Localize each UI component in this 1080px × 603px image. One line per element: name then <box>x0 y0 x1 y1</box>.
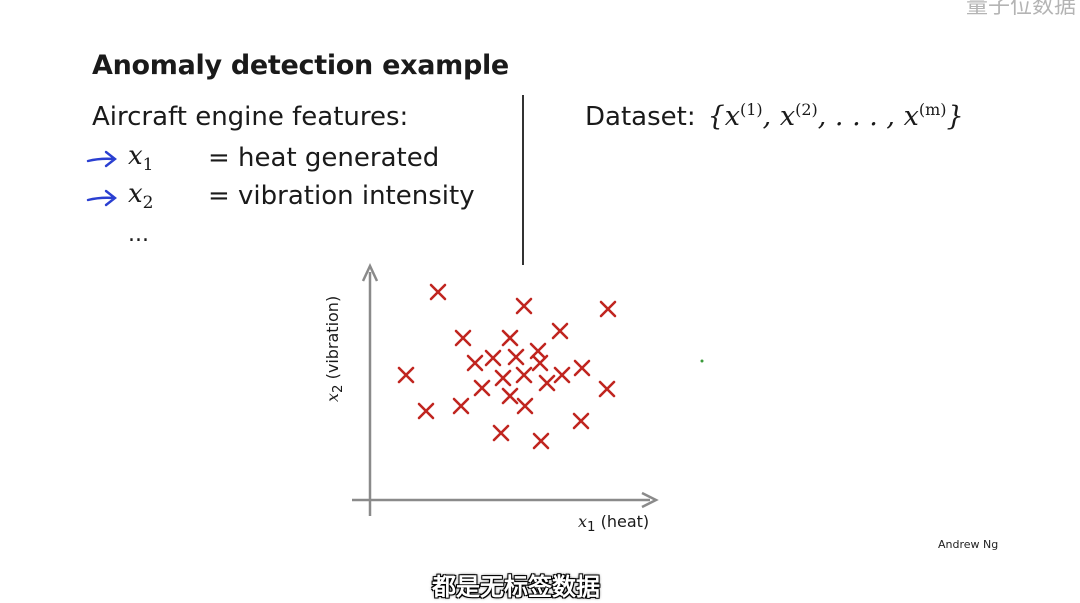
more-features-ellipsis: ... <box>128 222 149 247</box>
watermark-logo: 量子位数据 <box>965 0 1076 19</box>
slide-title: Anomaly detection example <box>92 50 509 81</box>
data-point-x-marker <box>531 354 549 372</box>
data-point-x-marker <box>516 397 534 415</box>
y-axis-label: x2 (vibration) <box>323 295 347 402</box>
annotation-arrow-icon <box>86 189 117 207</box>
author-credit: Andrew Ng <box>938 538 999 551</box>
feature-row-heat: x1 = heat generated <box>84 141 439 175</box>
data-point-x-marker <box>429 283 447 301</box>
data-point-x-marker <box>473 379 491 397</box>
data-point-x-marker <box>484 349 502 367</box>
data-point-x-marker <box>532 432 550 450</box>
data-point-x-marker <box>572 412 590 430</box>
stray-dot <box>700 359 704 363</box>
data-point-x-marker <box>417 402 435 420</box>
data-point-x-marker <box>466 354 484 372</box>
feature-row-vibration: x2 = vibration intensity <box>84 179 475 213</box>
video-subtitle: 都是无标签数据 <box>432 573 600 601</box>
data-point-x-marker <box>454 329 472 347</box>
data-point-x-marker <box>507 348 525 366</box>
dataset-formula: {x(1), x(2), . . . , x(m)} <box>707 100 964 132</box>
data-point-x-marker <box>515 366 533 384</box>
data-point-x-marker <box>501 329 519 347</box>
data-point-x-marker <box>492 424 510 442</box>
data-point-x-marker <box>553 366 571 384</box>
data-point-x-marker <box>598 380 616 398</box>
data-point-x-marker <box>599 300 617 318</box>
y-axis <box>361 263 379 516</box>
dataset-definition: Dataset: {x(1), x(2), . . . , x(m)} <box>585 100 964 132</box>
data-point-x-marker <box>551 322 569 340</box>
feature-description: = vibration intensity <box>208 181 475 211</box>
feature-variable: x1 <box>128 140 154 176</box>
feature-variable: x2 <box>128 178 154 214</box>
data-point-x-marker <box>397 366 415 384</box>
data-point-x-marker <box>452 397 470 415</box>
data-point-x-marker <box>573 359 591 377</box>
features-heading: Aircraft engine features: <box>92 102 409 132</box>
data-points <box>397 283 617 450</box>
data-point-x-marker <box>494 369 512 387</box>
data-point-x-marker <box>515 297 533 315</box>
dataset-label: Dataset: <box>585 102 696 132</box>
x-axis <box>352 491 659 509</box>
feature-description: = heat generated <box>208 143 440 173</box>
vertical-divider <box>522 95 524 265</box>
data-point-x-marker <box>538 374 556 392</box>
x-axis-label: x1 (heat) <box>578 512 650 536</box>
annotation-arrow-icon <box>86 150 117 168</box>
data-point-x-marker <box>501 387 519 405</box>
